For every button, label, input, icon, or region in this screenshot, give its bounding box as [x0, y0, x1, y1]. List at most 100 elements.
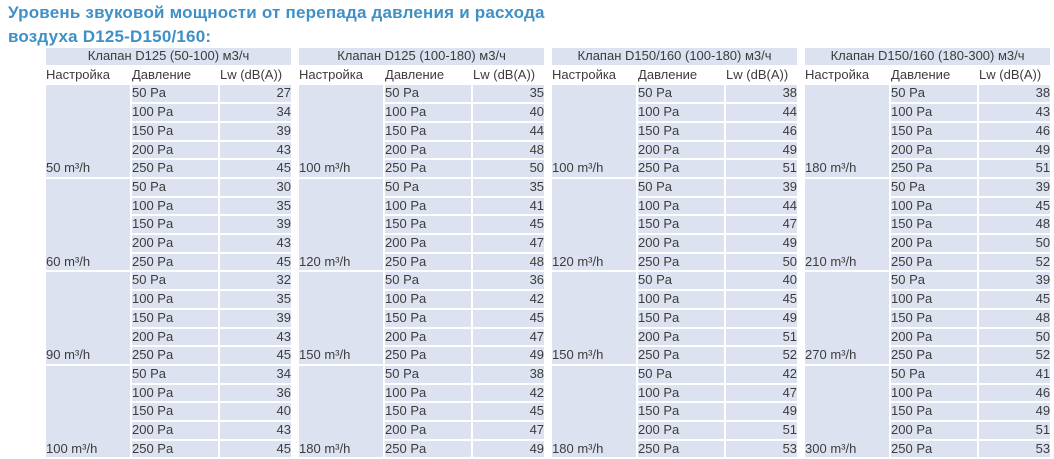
table-row: 100 Pa 36 — [46, 384, 292, 404]
lw-cell: 30 — [220, 178, 292, 198]
lw-cell: 51 — [979, 422, 1051, 441]
pressure-cell: 150 Pa — [638, 122, 727, 142]
column-header-pressure: Давление — [891, 66, 980, 86]
lw-cell: 43 — [220, 422, 292, 441]
table-row: 180 m³/h 50 Pa 38 — [299, 365, 545, 459]
table-row: 200 Pa 49 — [552, 141, 798, 161]
table-row: 150 Pa 47 — [552, 216, 798, 236]
pressure-cell: 50 Pa — [638, 272, 727, 292]
lw-cell: 34 — [220, 104, 292, 123]
table-row: 250 Pa 51 — [552, 160, 798, 179]
lw-cell: 53 — [726, 440, 798, 459]
table-row: 250 Pa 51 — [805, 160, 1051, 179]
lw-cell: 49 — [726, 309, 798, 329]
lw-cell: 32 — [220, 272, 292, 292]
lw-cell: 42 — [726, 365, 798, 385]
column-header-row: Настройка Давление Lw (dB(A)) — [552, 66, 798, 86]
pressure-cell: 250 Pa — [132, 347, 220, 366]
pressure-cell: 100 Pa — [891, 291, 980, 310]
lw-cell: 35 — [220, 291, 292, 310]
lw-cell: 49 — [726, 235, 798, 254]
lw-cell: 47 — [473, 235, 545, 254]
table-row: 100 Pa 35 — [46, 291, 292, 310]
pressure-cell: 200 Pa — [638, 422, 727, 441]
lw-cell: 35 — [473, 85, 545, 105]
table-row: 180 m³/h 50 Pa 38 — [805, 85, 1051, 179]
lw-cell: 46 — [979, 384, 1051, 404]
lw-cell: 45 — [220, 440, 292, 459]
pressure-cell: 250 Pa — [132, 160, 220, 179]
table-row: 200 Pa 51 — [552, 328, 798, 348]
lw-cell: 41 — [473, 197, 545, 217]
lw-cell: 44 — [473, 122, 545, 142]
setting-cell: 60 m³/h — [46, 178, 132, 273]
column-header-row: Настройка Давление Lw (dB(A)) — [805, 66, 1051, 86]
pressure-cell: 50 Pa — [132, 85, 220, 105]
table-row: 150 Pa 46 — [552, 122, 798, 142]
lw-cell: 46 — [726, 122, 798, 142]
table-row: 100 Pa 43 — [805, 104, 1051, 123]
table-row: 250 Pa 53 — [552, 440, 798, 459]
table-row: 250 Pa 45 — [46, 160, 292, 179]
setting-cell: 100 m³/h — [552, 85, 639, 179]
table-row: 200 Pa 51 — [805, 422, 1051, 441]
lw-cell: 44 — [726, 197, 798, 217]
pressure-cell: 50 Pa — [385, 178, 474, 198]
pressure-cell: 150 Pa — [132, 216, 220, 236]
lw-cell: 45 — [220, 160, 292, 179]
pressure-cell: 50 Pa — [638, 365, 727, 385]
page-title: Уровень звуковой мощности от перепада да… — [8, 1, 545, 49]
pressure-cell: 250 Pa — [638, 347, 727, 366]
pressure-cell: 150 Pa — [638, 403, 727, 423]
lw-cell: 39 — [979, 272, 1051, 292]
lw-cell: 45 — [220, 347, 292, 366]
pressure-cell: 200 Pa — [638, 328, 727, 348]
pressure-cell: 200 Pa — [132, 422, 220, 441]
pressure-cell: 250 Pa — [385, 440, 474, 459]
table-row: 100 Pa 42 — [299, 384, 545, 404]
pressure-cell: 200 Pa — [385, 328, 474, 348]
table-row: 100 Pa 40 — [299, 104, 545, 123]
lw-cell: 52 — [726, 347, 798, 366]
pressure-cell: 50 Pa — [385, 365, 474, 385]
table-title-row: Клапан D150/160 (100-180) м3/ч — [552, 48, 798, 67]
table-row: 100 Pa 34 — [46, 104, 292, 123]
lw-cell: 39 — [220, 309, 292, 329]
lw-cell: 40 — [726, 272, 798, 292]
pressure-cell: 150 Pa — [891, 216, 980, 236]
pressure-cell: 250 Pa — [385, 253, 474, 273]
pressure-cell: 200 Pa — [638, 141, 727, 161]
lw-cell: 52 — [979, 253, 1051, 273]
lw-cell: 49 — [726, 403, 798, 423]
setting-cell: 100 m³/h — [299, 85, 386, 179]
table-row: 90 m³/h 50 Pa 32 — [46, 272, 292, 366]
setting-cell: 120 m³/h — [552, 178, 639, 273]
table-row: 100 Pa 35 — [46, 197, 292, 217]
table-row: 100 Pa 42 — [299, 291, 545, 310]
lw-cell: 45 — [979, 197, 1051, 217]
pressure-cell: 200 Pa — [891, 141, 980, 161]
pressure-cell: 50 Pa — [891, 85, 980, 105]
table-row: 120 m³/h 50 Pa 39 — [552, 178, 798, 273]
pressure-cell: 100 Pa — [385, 104, 474, 123]
setting-cell: 270 m³/h — [805, 272, 892, 366]
pressure-cell: 50 Pa — [891, 365, 980, 385]
table-row: 100 Pa 45 — [805, 197, 1051, 217]
lw-cell: 43 — [220, 141, 292, 161]
lw-cell: 39 — [979, 178, 1051, 198]
column-header-lw: Lw (dB(A)) — [220, 66, 292, 86]
pressure-cell: 50 Pa — [385, 272, 474, 292]
pressure-cell: 50 Pa — [132, 178, 220, 198]
table-row: 150 Pa 49 — [805, 403, 1051, 423]
pressure-cell: 100 Pa — [638, 104, 727, 123]
pressure-cell: 150 Pa — [891, 403, 980, 423]
pressure-cell: 100 Pa — [891, 104, 980, 123]
lw-cell: 43 — [220, 328, 292, 348]
pressure-cell: 250 Pa — [132, 253, 220, 273]
column-header-pressure: Давление — [385, 66, 474, 86]
pressure-cell: 100 Pa — [638, 384, 727, 404]
pressure-cell: 100 Pa — [385, 384, 474, 404]
page-title-line1: Уровень звуковой мощности от перепада да… — [8, 3, 545, 22]
lw-cell: 43 — [220, 235, 292, 254]
table-title: Клапан D150/160 (180-300) м3/ч — [805, 48, 1051, 67]
